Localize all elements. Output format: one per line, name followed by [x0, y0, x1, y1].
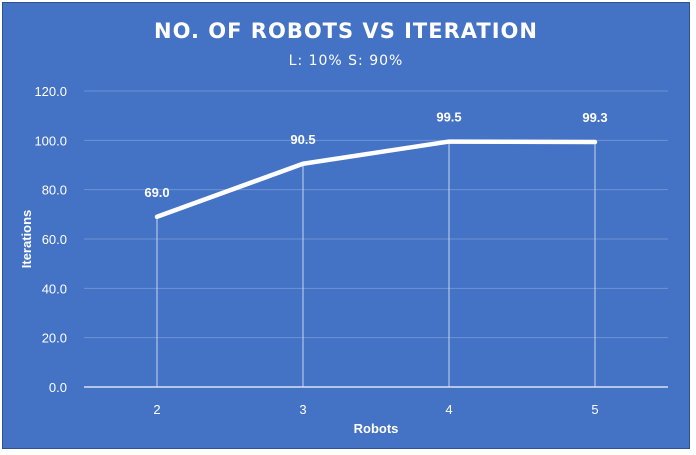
chart-subtitle: L: 10% S: 90%: [288, 53, 404, 69]
y-tick-label: 80.0: [42, 183, 67, 198]
x-tick-label: 5: [591, 402, 598, 417]
data-point: [301, 162, 305, 166]
data-point: [593, 140, 597, 144]
x-tick-label: 4: [445, 402, 452, 417]
series-line-group: [154, 139, 598, 220]
x-tick-label: 3: [299, 402, 306, 417]
gridlines: [84, 90, 668, 339]
y-tick-label: 100.0: [34, 133, 67, 148]
y-tick-label: 20.0: [42, 331, 67, 346]
x-tick-label: 2: [153, 402, 160, 417]
labels: 0.0 20.0 40.0 60.0 80.0 100.0 120.0 2 3 4 5 69.0 90.…: [34, 84, 607, 417]
data-point: [447, 140, 451, 144]
chart-frame: NO. OF ROBOTS VS ITERATION L: 10% S: 90%: [2, 2, 690, 449]
x-axis-title: Robots: [354, 421, 399, 436]
y-tick-label: 60.0: [42, 232, 67, 247]
data-label: 90.5: [290, 132, 315, 147]
drop-lines: [156, 141, 596, 387]
chart-title: NO. OF ROBOTS VS ITERATION: [154, 19, 538, 43]
y-tick-label: 120.0: [34, 84, 67, 99]
data-label: 99.5: [436, 110, 461, 125]
y-tick-label: 0.0: [49, 380, 67, 395]
data-label: 99.3: [582, 110, 607, 125]
y-axis-title: Iterations: [19, 210, 34, 269]
data-label: 69.0: [144, 185, 169, 200]
y-tick-label: 40.0: [42, 281, 67, 296]
data-point: [155, 215, 159, 219]
series-line: [154, 139, 598, 220]
